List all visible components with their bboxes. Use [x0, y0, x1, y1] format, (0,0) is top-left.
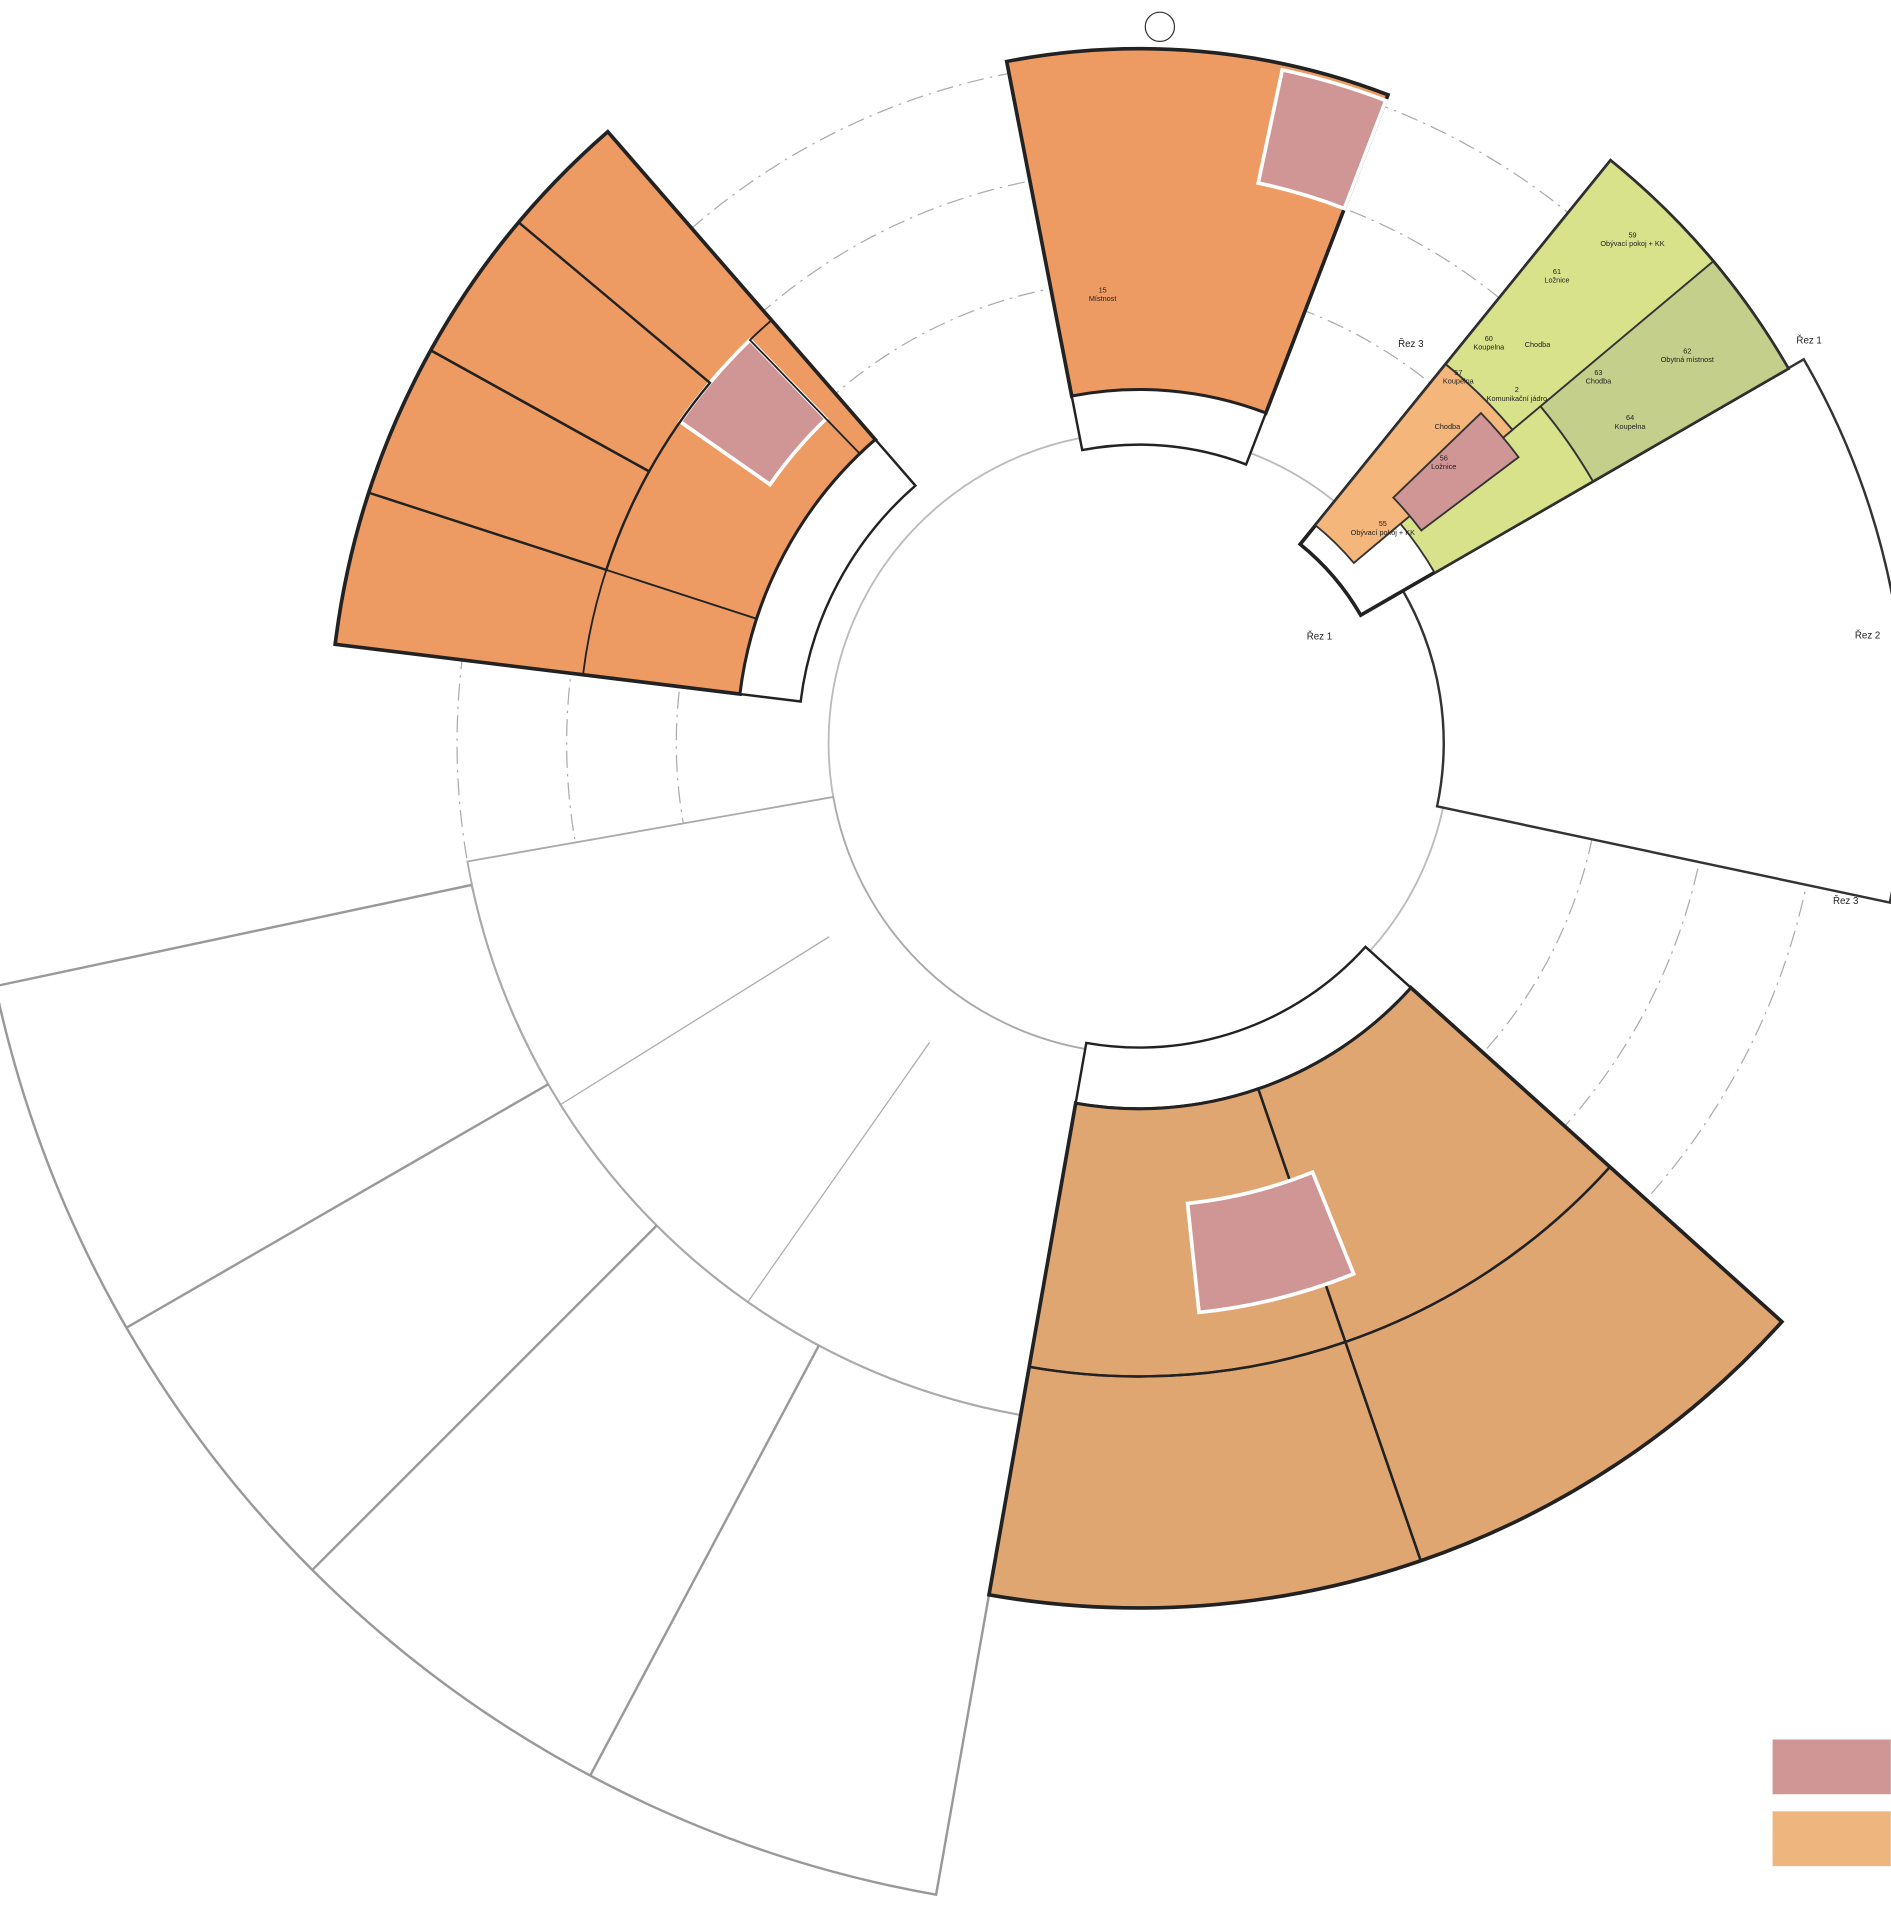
- section-label: Řez 3: [1833, 896, 1858, 907]
- room-name: Obytná místnost: [1661, 355, 1714, 364]
- room-name: Ložnice: [1431, 462, 1456, 471]
- room-name: Místnost: [1089, 294, 1117, 303]
- room-name: Komunikační jádro: [1487, 394, 1547, 403]
- section-label: Řez 3: [1398, 339, 1423, 350]
- north-marker: [1145, 12, 1174, 41]
- section-label: Řez 1: [1796, 336, 1821, 347]
- room-name: Chodba: [1525, 340, 1552, 349]
- legend-swatch-core: [1773, 1739, 1891, 1794]
- room-name: Chodba: [1586, 377, 1613, 386]
- room-name: Ložnice: [1544, 276, 1569, 285]
- plan-geometry: [0, 49, 1891, 1895]
- legend-swatch-unit: [1773, 1811, 1891, 1866]
- room-name: Obývací pokoj + KK: [1600, 239, 1664, 248]
- room-name: Obývací pokoj + KK: [1351, 528, 1415, 537]
- section-label: Řez 1: [1307, 632, 1332, 643]
- section-label: Řez 2: [1855, 630, 1880, 641]
- room-name: Koupelna: [1473, 343, 1505, 352]
- room-name: Koupelna: [1443, 377, 1475, 386]
- room-name: Koupelna: [1615, 422, 1647, 431]
- room-name: Chodba: [1435, 422, 1462, 431]
- floor-plan: 15Místnost59Obývací pokoj + KK61Ložnice6…: [0, 0, 1891, 1910]
